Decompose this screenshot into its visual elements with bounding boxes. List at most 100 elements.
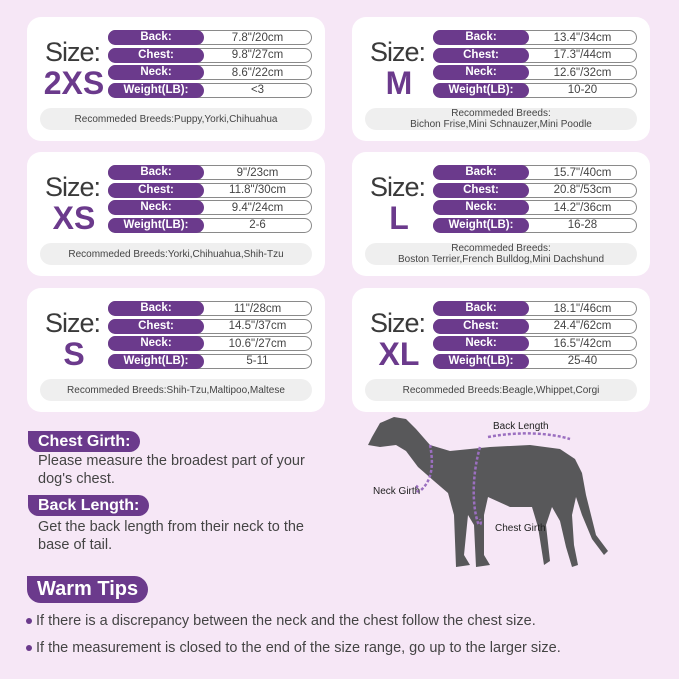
measure-row-weight: Weight(LB): 16-28 [433, 217, 637, 233]
neck-girth-label: Neck Girth [373, 486, 421, 497]
measure-label: Back: [433, 30, 529, 45]
measurement-rows: Back: 18.1"/46cm Chest: 24.4"/62cm Neck: 16.5… [433, 301, 637, 371]
breeds-line: Recommeded Breeds: [451, 243, 551, 254]
measure-label: Chest: [108, 47, 204, 63]
breeds-line: Recommeded Breeds:Shih-Tzu,Maltipoo,Malt… [67, 384, 285, 396]
back-length-heading: Back Length: [28, 495, 150, 516]
measure-row-back: Back: 15.7"/40cm [433, 165, 637, 180]
chest-girth-text: Please measure the broadest part of your… [38, 452, 305, 488]
measure-value: 9.8"/27cm [231, 49, 284, 61]
size-label: M [385, 65, 413, 101]
breeds-line: Boston Terrier,French Bulldog,Mini Dachs… [397, 254, 605, 265]
size-card-2xs: Size: 2XS Back: 7.8"/20cm Chest: 9.8"/27cm Nec… [27, 17, 325, 141]
measure-row-chest: Chest: 14.5"/37cm [108, 318, 312, 334]
measure-value: 2-6 [249, 219, 266, 231]
measure-label: Chest: [433, 182, 529, 198]
measure-row-neck: Neck: 16.5"/42cm [433, 336, 637, 351]
measure-value: 9.4"/24cm [231, 201, 284, 214]
measure-row-neck: Neck: 9.4"/24cm [108, 200, 312, 215]
measure-row-back: Back: 11"/28cm [108, 301, 312, 316]
measure-row-chest: Chest: 24.4"/62cm [433, 318, 637, 334]
chest-girth-heading: Chest Girth: [28, 431, 141, 452]
size-prefix: Size: [370, 37, 426, 67]
back-length-line [487, 432, 571, 441]
size-label: XS [52, 200, 96, 236]
measure-label: Weight(LB): [108, 353, 204, 369]
chest-girth-line-2: dog's chest. [38, 471, 115, 487]
measure-value: 9"/23cm [236, 166, 279, 179]
recommended-breeds: Recommeded Breeds: Bichon Frise,Mini Schn… [365, 108, 637, 130]
measure-label: Back: [433, 301, 529, 316]
measure-label: Neck: [433, 336, 529, 351]
breeds-line: Recommeded Breeds: [451, 108, 551, 119]
measure-value: 12.6"/32cm [553, 66, 612, 79]
measure-value: 11"/28cm [233, 302, 282, 315]
back-length-line-1: Get the back length from their neck to t… [38, 519, 304, 535]
chest-girth-line [472, 446, 483, 526]
measure-row-chest: Chest: 9.8"/27cm [108, 47, 312, 63]
dog-silhouette-illustration [368, 417, 608, 567]
size-card-l: Size: L Back: 15.7"/40cm Chest: 20.8"/53cm Nec… [352, 152, 650, 276]
measure-label: Neck: [433, 200, 529, 215]
measure-value: 24.4"/62cm [553, 320, 612, 332]
measure-label: Back: [108, 301, 204, 316]
measurement-rows: Back: 13.4"/34cm Chest: 17.3"/44cm Neck: 12.6… [433, 30, 637, 100]
measure-label: Weight(LB): [433, 82, 529, 98]
measure-value: 14.5"/37cm [228, 320, 287, 332]
measure-row-back: Back: 7.8"/20cm [108, 30, 312, 45]
back-length-text: Get the back length from their neck to t… [38, 518, 304, 554]
measure-row-weight: Weight(LB): <3 [108, 82, 312, 98]
size-label: L [389, 200, 409, 236]
size-card-xs: Size: XS Back: 9"/23cm Chest: 11.8"/30cm Neck:… [27, 152, 325, 276]
measure-label: Neck: [108, 336, 204, 351]
measure-value: 10-20 [567, 84, 598, 96]
recommended-breeds: Recommeded Breeds:Shih-Tzu,Maltipoo,Malt… [40, 379, 312, 401]
breeds-line: Recommeded Breeds:Yorki,Chihuahua,Shih-T… [68, 248, 284, 260]
size-prefix: Size: [45, 37, 101, 67]
measure-label: Neck: [108, 200, 204, 215]
measurement-rows: Back: 11"/28cm Chest: 14.5"/37cm Neck: 10.6"/… [108, 301, 312, 371]
measure-value: 16.5"/42cm [553, 337, 612, 350]
measure-label: Chest: [108, 182, 204, 198]
size-label: S [63, 336, 85, 372]
size-label: 2XS [43, 65, 105, 101]
measure-value: 14.2"/36cm [553, 201, 612, 214]
measurement-rows: Back: 9"/23cm Chest: 11.8"/30cm Neck: 9.4"/24… [108, 165, 312, 235]
measure-row-chest: Chest: 20.8"/53cm [433, 182, 637, 198]
measure-value: 13.4"/34cm [553, 31, 612, 44]
recommended-breeds: Recommeded Breeds: Boston Terrier,French … [365, 243, 637, 265]
warm-tips-heading: Warm Tips [27, 576, 149, 603]
measure-label: Neck: [433, 65, 529, 80]
measure-value: <3 [250, 84, 265, 96]
measure-label: Weight(LB): [108, 82, 204, 98]
recommended-breeds: Recommeded Breeds:Beagle,Whippet,Corgi [365, 379, 637, 401]
measure-row-weight: Weight(LB): 10-20 [433, 82, 637, 98]
back-length-line-2: base of tail. [38, 537, 113, 553]
measure-row-neck: Neck: 14.2"/36cm [433, 200, 637, 215]
measure-row-neck: Neck: 10.6"/27cm [108, 336, 312, 351]
tip-item: If there is a discrepancy between the ne… [26, 613, 536, 629]
measure-row-back: Back: 13.4"/34cm [433, 30, 637, 45]
measure-label: Chest: [433, 47, 529, 63]
size-card-s: Size: S Back: 11"/28cm Chest: 14.5"/37cm Neck:… [27, 288, 325, 412]
measure-value: 16-28 [567, 219, 598, 231]
measure-row-weight: Weight(LB): 2-6 [108, 217, 312, 233]
dog-icon [368, 417, 608, 567]
measure-row-weight: Weight(LB): 5-11 [108, 353, 312, 369]
measure-label: Chest: [433, 318, 529, 334]
measure-label: Neck: [108, 65, 204, 80]
size-label: XL [378, 336, 420, 372]
measure-value: 7.8"/20cm [231, 31, 284, 44]
measure-value: 20.8"/53cm [553, 184, 612, 196]
chest-girth-line-1: Please measure the broadest part of your [38, 453, 305, 469]
measure-label: Chest: [108, 318, 204, 334]
measure-row-back: Back: 18.1"/46cm [433, 301, 637, 316]
measure-value: 25-40 [567, 355, 598, 367]
size-prefix: Size: [45, 172, 101, 202]
measurement-rows: Back: 7.8"/20cm Chest: 9.8"/27cm Neck: 8.6"/2… [108, 30, 312, 100]
back-length-label: Back Length [493, 421, 549, 432]
measurement-rows: Back: 15.7"/40cm Chest: 20.8"/53cm Neck: 14.2… [433, 165, 637, 235]
neck-girth-line [415, 444, 434, 493]
measure-value: 5-11 [246, 355, 269, 367]
recommended-breeds: Recommeded Breeds:Puppy,Yorki,Chihuahua [40, 108, 312, 130]
